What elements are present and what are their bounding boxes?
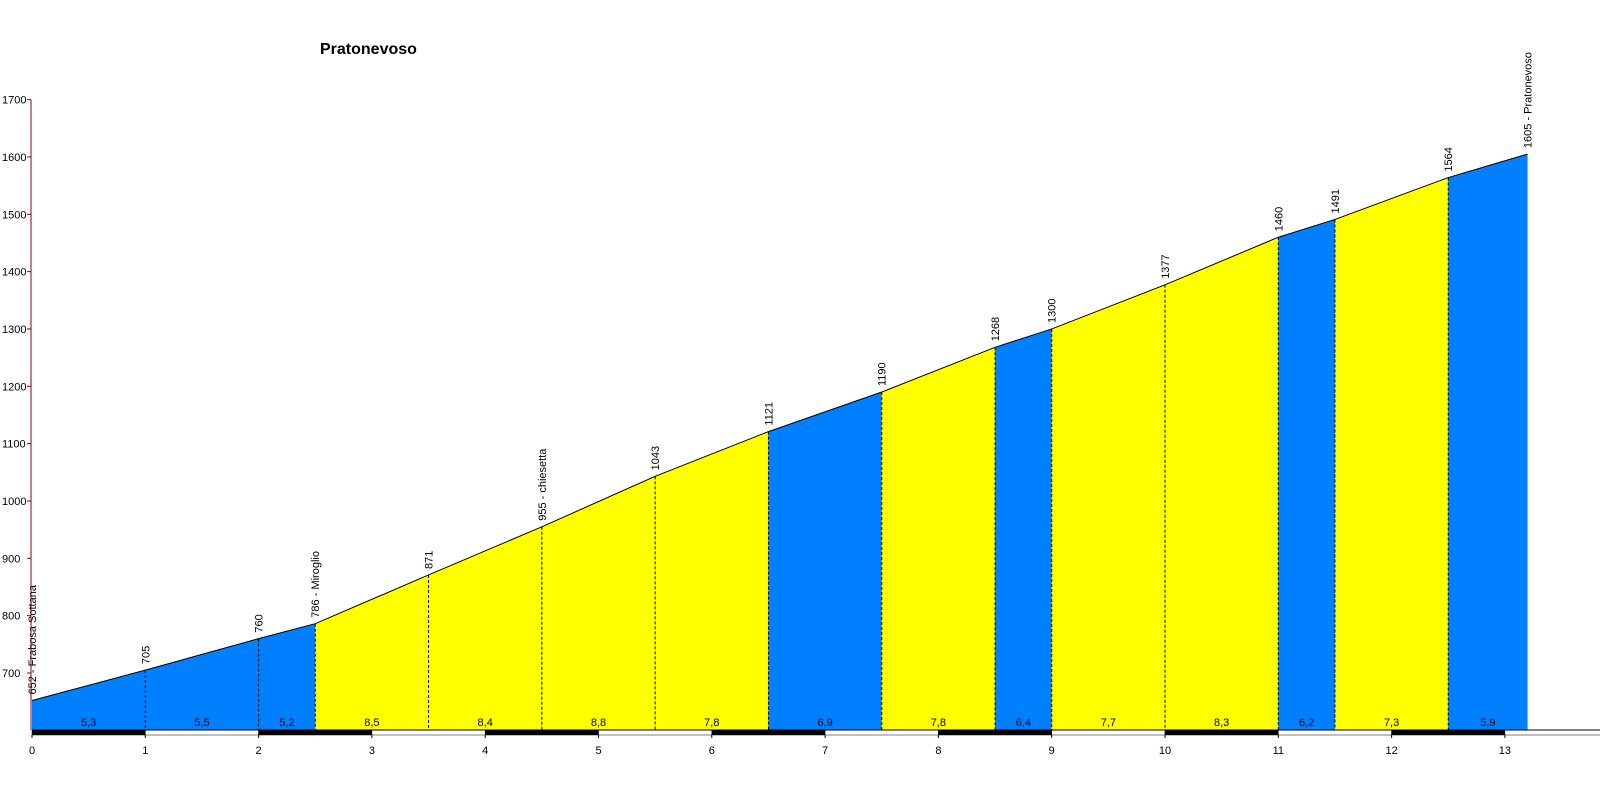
segment-area-14 [1448, 154, 1528, 730]
y-tick-label: 1500 [2, 209, 26, 221]
altitude-label: 1300 [1047, 298, 1059, 322]
x-tick-label: 9 [1049, 745, 1055, 757]
chart-title: Pratonevoso [320, 41, 417, 58]
gradient-label: 7,8 [704, 717, 719, 729]
segment-area-9 [995, 328, 1052, 730]
gradient-labels: 5,3 5,5 5,2 8,5 8,4 8,8 7,8 6,9 7,8 6,4 7,7 8,3 6,2 7… [81, 717, 1496, 729]
altitude-label: 1190 [877, 362, 889, 386]
segment-area-7 [768, 392, 882, 730]
altitude-label: 1605 - Pratonevoso [1523, 52, 1535, 148]
gradient-label: 7,7 [1101, 717, 1116, 729]
segment-area-2 [258, 623, 316, 730]
y-tick-label: 1600 [2, 152, 26, 164]
altitude-label: 871 [424, 551, 436, 569]
gradient-label: 8,8 [591, 717, 606, 729]
x-tick-label: 10 [1159, 745, 1171, 757]
km-bar-block [1164, 729, 1279, 736]
altitude-label: 705 [140, 646, 152, 664]
altitude-label: 1121 [763, 402, 775, 426]
km-bar [31, 729, 1600, 736]
km-bar-block [824, 729, 939, 736]
gradient-label: 5,5 [194, 717, 209, 729]
x-tick-label: 1 [142, 745, 148, 757]
segment-area-12 [1278, 219, 1335, 730]
x-tick-label: 0 [29, 745, 35, 757]
segment-area-13 [1334, 177, 1449, 730]
segment-area-6 [655, 431, 769, 730]
gradient-label: 5,3 [81, 717, 96, 729]
y-tick-label: 1000 [2, 496, 26, 508]
altitude-labels: 652 - Frabosa Sottana 705 760 786 - Mirogli… [27, 52, 1535, 694]
y-tick-label: 1700 [2, 95, 26, 107]
gradient-label: 5,9 [1480, 717, 1495, 729]
km-bar-block [711, 729, 826, 736]
x-tick-label: 3 [369, 745, 375, 757]
gradient-label: 8,5 [364, 717, 379, 729]
altitude-label: 1043 [650, 446, 662, 470]
gradient-label: 8,4 [478, 717, 493, 729]
km-bar-block [145, 729, 259, 736]
altitude-label: 760 [254, 614, 266, 632]
gradient-label: 5,2 [279, 717, 294, 729]
segment-area-8 [881, 347, 996, 730]
y-axis: 700 800 900 1000 1100 1200 1300 1400 1500 1600 170… [2, 95, 32, 730]
gradient-label: 8,3 [1214, 717, 1229, 729]
x-tick-label: 5 [595, 745, 601, 757]
profile-line-group [31, 153, 1528, 702]
x-tick-label: 6 [709, 745, 715, 757]
km-bar-block [31, 729, 146, 736]
x-tick-label: 11 [1273, 745, 1284, 757]
y-tick-label: 800 [2, 611, 20, 623]
gradient-label: 6,2 [1299, 717, 1314, 729]
x-tick-label: 2 [256, 745, 262, 757]
x-axis: 0 1 2 3 4 5 6 7 8 9 10 11 12 13 [29, 735, 1511, 757]
altitude-label: 1377 [1160, 254, 1172, 278]
km-bar-block [1504, 729, 1600, 736]
x-tick-label: 4 [482, 745, 488, 757]
km-bar-block [1391, 729, 1506, 736]
altitude-label: 786 - Miroglio [310, 551, 322, 618]
y-tick-label: 1400 [2, 267, 26, 279]
km-bar-block [258, 729, 373, 736]
segment-dividers [144, 177, 1449, 730]
segment-area-10 [1051, 284, 1165, 730]
segment-areas [32, 154, 1528, 730]
x-tick-label: 7 [822, 745, 828, 757]
km-bar-block [598, 729, 713, 736]
gradient-label: 6,9 [817, 717, 832, 729]
y-tick-label: 1300 [2, 324, 26, 336]
segment-area-11 [1165, 237, 1279, 730]
altitude-label: 1564 [1443, 147, 1455, 171]
km-bar-block [938, 729, 1052, 736]
y-tick-label: 1200 [2, 381, 26, 393]
y-tick-label: 1100 [2, 439, 26, 451]
segment-area-0 [32, 670, 146, 730]
altitude-label: 1268 [990, 317, 1002, 341]
gradient-label: 6,4 [1016, 717, 1031, 729]
km-bar-block [484, 729, 599, 736]
y-tick-label: 700 [2, 668, 20, 680]
altitude-label: 955 - chiesetta [537, 448, 549, 521]
altitude-label: 1460 [1273, 207, 1285, 231]
km-bar-block [1051, 729, 1166, 736]
segment-area-3 [315, 574, 429, 730]
segment-area-4 [428, 526, 542, 730]
x-tick-label: 8 [935, 745, 941, 757]
altitude-label: 652 - Frabosa Sottana [27, 584, 39, 694]
gradient-label: 7,3 [1384, 717, 1399, 729]
x-tick-label: 12 [1385, 745, 1397, 757]
y-tick-label: 900 [2, 553, 20, 565]
km-bar-block [371, 729, 486, 736]
km-bar-block [1278, 729, 1392, 736]
x-tick-label: 13 [1499, 745, 1511, 757]
segment-area-1 [145, 638, 259, 730]
segment-area-5 [541, 476, 656, 730]
gradient-label: 7,8 [931, 717, 946, 729]
altitude-label: 1491 [1330, 189, 1342, 213]
profile-line [31, 153, 1528, 702]
